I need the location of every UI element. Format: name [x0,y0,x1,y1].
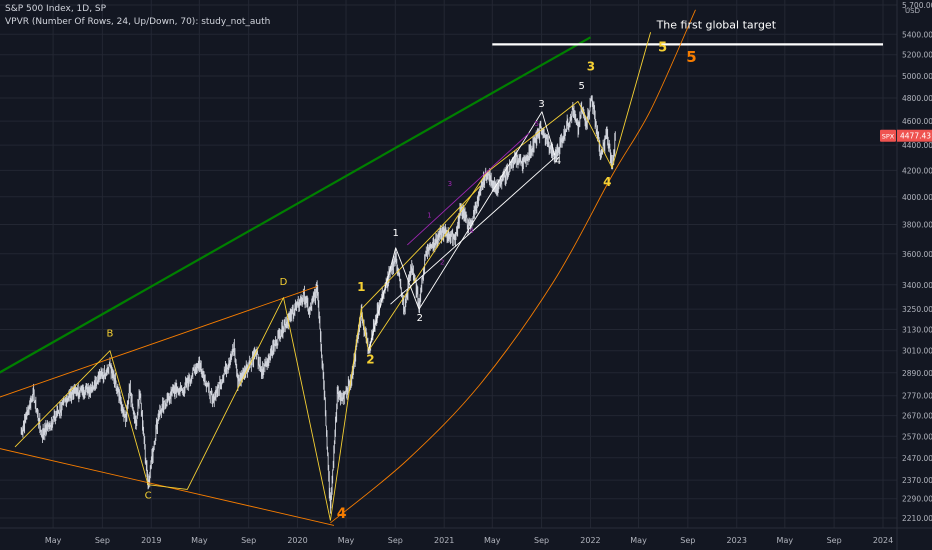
wave-label: 4 [603,175,611,189]
last-price-label: 4477.43 [900,132,931,141]
x-tick-label: Sep [241,536,256,545]
y-tick-label: 5000.00 [902,72,932,81]
orange-lower [0,448,335,526]
wave-label: 5 [686,48,696,66]
wave-label: B [107,329,114,340]
wave-label: 5 [658,41,667,56]
x-tick-label: 2021 [434,536,454,545]
yellow-abcd [14,297,331,521]
symbol-tag: SPX [882,133,895,141]
white-channel-lower [390,157,556,305]
y-tick-label: 2470.00 [902,454,932,463]
yellow-upper-channel [360,185,481,310]
x-tick-label: Sep [95,536,110,545]
indicator-label: VPVR (Number Of Rows, 24, Up/Down, 70): … [5,17,271,27]
y-tick-label: 3800.00 [902,221,932,230]
yellow-wave-12 [329,32,652,521]
x-tick-label: Sep [388,536,403,545]
y-tick-label: 3600.00 [902,250,932,259]
wave-label: 4 [555,156,561,167]
orange-upper [0,285,318,398]
y-tick-label: 2370.00 [902,476,932,485]
y-tick-label: 2670.00 [902,412,932,421]
y-tick-label: 4400.00 [902,141,932,150]
x-tick-label: 2020 [287,536,307,545]
x-tick-label: 2023 [727,536,747,545]
y-tick-label: 5200.00 [902,51,932,60]
wave-label: 3 [538,99,544,110]
y-tick-label: 2770.00 [902,392,932,401]
x-tick-label: 2022 [580,536,600,545]
x-tick-label: Sep [534,536,549,545]
wave-label: 5 [535,120,539,128]
currency-label: USD [905,7,920,15]
y-tick-label: 2290.00 [902,495,932,504]
y-tick-label: 3130.00 [902,326,932,335]
white-wave [368,111,556,351]
x-tick-label: May [191,536,208,545]
wave-label: 1 [357,280,365,294]
wave-label: 3 [587,60,595,74]
orange-support-curve [330,9,696,524]
x-tick-label: Sep [680,536,695,545]
symbol-tag-bg [880,129,896,142]
y-tick-label: 5400.00 [902,30,932,39]
x-tick-label: May [630,536,647,545]
wave-label: D [280,277,288,288]
y-tick-label: 4600.00 [902,117,932,126]
wave-label: 4 [469,227,474,235]
x-tick-label: May [338,536,355,545]
y-tick-label: 2210.00 [902,514,932,523]
y-tick-label: 2570.00 [902,432,932,441]
x-tick-label: Sep [827,536,842,545]
y-tick-label: 5,700.00 [902,1,932,10]
x-tick-label: May [777,536,794,545]
x-axis-labels: May Sep 2019 May Sep 2020 May Sep 2021 May Sep 2022… [45,536,893,545]
y-tick-label: 4200.00 [902,166,932,175]
y-tick-label: 4800.00 [902,94,932,103]
wave-label: C [145,491,152,502]
wave-label: 1 [427,211,431,219]
x-tick-label: 2024 [873,536,893,545]
x-tick-label: May [484,536,501,545]
y-tick-label: 4000.00 [902,193,932,202]
purple-channel [406,132,530,246]
grid-group [0,0,897,528]
green-trendline [0,36,592,374]
wave-label: The first global target [656,18,777,31]
last-price-bg [897,129,932,142]
wave-label: 2 [366,352,374,366]
wave-label: 4 [337,506,347,522]
x-tick-label: May [45,536,62,545]
wave-label: 3 [448,180,452,188]
y-tick-label: 2890.00 [902,369,932,378]
y-tick-label: 3010.00 [902,347,932,356]
y-axis-labels: 5,700.00 5400.00 5200.00 5000.00 4800.00 4600… [902,1,932,523]
x-tick-label: 2019 [141,536,161,545]
wave-label: 5 [578,81,584,92]
y-tick-label: 3250.00 [902,305,932,314]
wave-label: 2 [440,258,444,266]
wave-label: 2 [417,313,423,324]
chart-title: S&P 500 Index, 1D, SP [5,4,107,14]
price-candles [20,95,616,514]
wave-label: 1 [393,228,399,239]
y-tick-label: 3400.00 [902,281,932,290]
